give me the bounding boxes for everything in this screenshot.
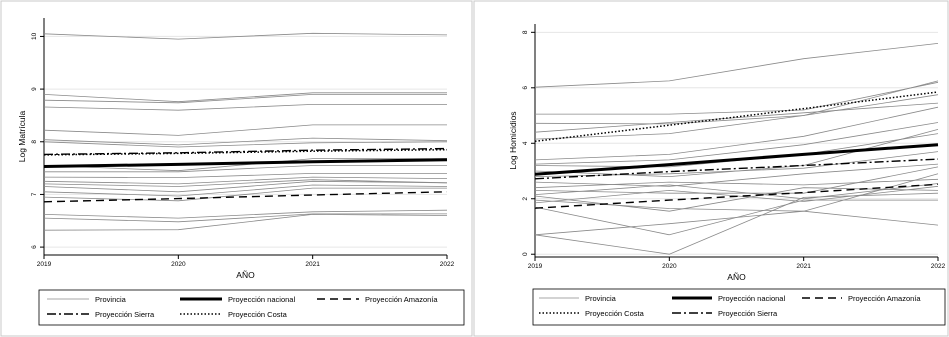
provincia-line: [43, 213, 447, 223]
legend-label-proyeccion-nacional: Proyección nacional: [228, 295, 295, 304]
legend-box: [532, 288, 946, 326]
provincia-line: [534, 106, 939, 161]
provincia-line: [43, 209, 448, 219]
legend-label-proyeccion-sierra: Proyección Sierra: [95, 310, 155, 319]
x-tick-label: 2022: [440, 261, 455, 268]
y-tick-label: 6: [31, 245, 38, 249]
y-tick-label: 8: [31, 140, 38, 144]
legend-label-provincia: Provincia: [95, 295, 127, 304]
y-axis-title: Log Homicidios: [508, 111, 518, 169]
series-line-nacional: [43, 158, 448, 168]
legend-label-proyeccion-nacional: Proyección nacional: [718, 294, 785, 303]
homicidios-chart: 0 2 4 6 8 2019 2020 2021 2022 AÑO Log Homicidios Pr…: [473, 0, 949, 337]
y-tick-label: 9: [31, 87, 38, 91]
y-tick-label: 4: [522, 141, 529, 145]
y-tick-label: 6: [522, 86, 529, 90]
provincia-line: [534, 183, 939, 200]
provincia-line: [534, 94, 939, 140]
series-line-costa: [43, 148, 448, 156]
provincia-line: [534, 163, 939, 187]
legend-label-proyeccion-sierra: Proyección Sierra: [718, 309, 778, 318]
series-line-nacional: [534, 143, 939, 176]
series-line-amazonia: [534, 183, 939, 209]
provincia-line: [43, 104, 447, 111]
series-line-sierra: [43, 147, 448, 156]
chart-frame: [473, 0, 949, 337]
provincia-line: [43, 92, 447, 103]
legend-box: [38, 289, 465, 326]
provincia-line: [534, 166, 939, 194]
provincia-line: [43, 187, 447, 202]
provincia-line: [43, 141, 448, 148]
y-tick-label: 8: [522, 30, 529, 34]
provincia-line: [534, 178, 939, 189]
y-axis-title: Log Matrícula: [17, 110, 27, 162]
provincia-line: [43, 213, 448, 231]
provincia-line: [43, 180, 448, 193]
y-tick-label: 10: [31, 32, 38, 40]
legend-label-proyeccion-costa: Proyección Costa: [585, 309, 645, 318]
series-line-costa: [534, 91, 939, 143]
provincia-line: [43, 176, 448, 185]
provincia-line: [534, 80, 939, 125]
y-tick-label: 0: [522, 252, 529, 256]
x-tick-label: 2019: [528, 263, 543, 270]
provincia-line: [534, 199, 938, 236]
provincia-line: [43, 124, 447, 136]
provincia-line: [43, 179, 448, 187]
legend-label-proyeccion-amazonia: Proyección Amazonía: [365, 295, 438, 304]
x-tick-label: 2019: [37, 261, 52, 268]
provincia-line: [43, 184, 448, 197]
series-line-sierra: [534, 158, 939, 180]
y-tick-label: 7: [31, 192, 38, 196]
y-tick-label: 2: [522, 197, 529, 201]
provincia-line: [534, 43, 939, 88]
x-tick-label: 2021: [305, 261, 320, 268]
x-tick-label: 2020: [171, 261, 186, 268]
matricula-chart: 6 7 8 9 10 2019 2020 2021 2022 AÑO Log Matrícula Pr…: [0, 0, 473, 337]
provincia-line: [43, 32, 448, 40]
provincia-line: [43, 94, 447, 104]
provincia-line: [534, 151, 939, 177]
legend-label-proyeccion-costa: Proyección Costa: [228, 310, 288, 319]
provincia-line: [44, 165, 447, 173]
x-axis-title: AÑO: [236, 270, 255, 280]
provincia-line: [43, 172, 447, 179]
chart-frame: [0, 0, 473, 337]
x-tick-label: 2022: [931, 263, 946, 270]
provincia-line: [43, 137, 448, 146]
legend-label-provincia: Provincia: [585, 294, 617, 303]
x-axis-title: AÑO: [727, 272, 746, 282]
legend-label-proyeccion-amazonia: Proyección Amazonía: [848, 294, 921, 303]
x-tick-label: 2020: [662, 263, 677, 270]
series-line-amazonia: [43, 191, 448, 203]
provincia-line: [534, 122, 939, 165]
provincia-line: [534, 102, 939, 133]
provincia-line: [535, 81, 939, 115]
x-tick-label: 2021: [796, 263, 811, 270]
provincia-line: [43, 158, 447, 172]
provincia-line: [534, 192, 939, 255]
